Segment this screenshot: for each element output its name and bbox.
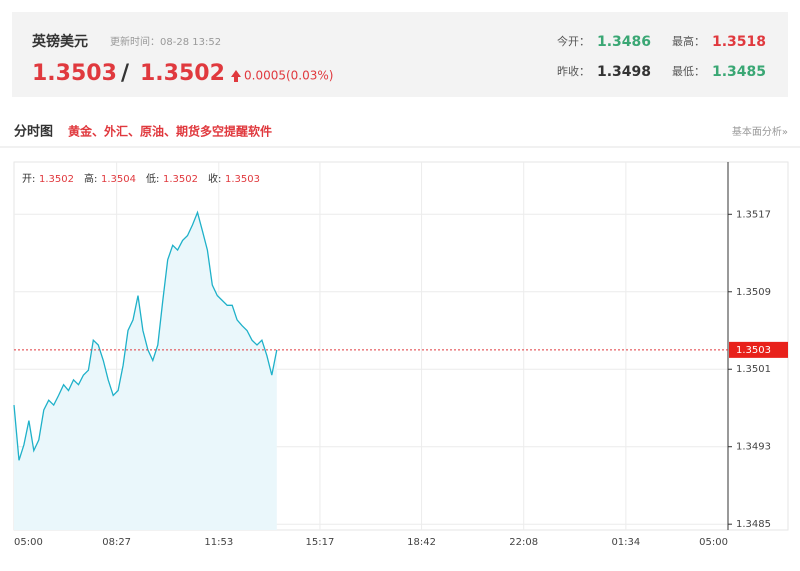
last-price-label: 1.3503	[736, 345, 771, 356]
ohlc-value: 1.3502	[163, 174, 198, 185]
area	[14, 212, 277, 530]
price-line	[13, 210, 278, 461]
price-separator: /	[121, 61, 130, 86]
x-tick-label: 01:34	[611, 537, 640, 548]
ohlc-label: 收:	[208, 172, 221, 185]
x-tick-label: 15:17	[306, 537, 335, 548]
update-time: 更新时间：08-28 13:52	[110, 35, 221, 48]
promo-link[interactable]: 黄金、外汇、原油、期货多空提醒软件	[68, 124, 272, 139]
symbol-name: 英镑美元	[31, 33, 88, 50]
ohlc-label: 高:	[84, 172, 97, 185]
x-tick-label: 05:00	[14, 537, 43, 548]
price-change: 0.0005(0.03%)	[244, 69, 333, 83]
y-tick-label: 1.3517	[736, 209, 771, 220]
price: 1.3503	[32, 61, 117, 86]
x-tick-label: 18:42	[407, 537, 436, 548]
up-arrow	[231, 70, 241, 82]
stat-label: 昨收：	[557, 64, 590, 78]
stat-value: 1.3498	[597, 64, 651, 80]
stat-label: 最高：	[672, 34, 705, 48]
ohlc-value: 1.3503	[225, 174, 260, 185]
ohlc-value: 1.3504	[101, 174, 136, 185]
y-tick-label: 1.3485	[736, 519, 771, 530]
price2: 1.3502	[140, 61, 225, 86]
x-tick-label: 11:53	[204, 537, 233, 548]
stat-label: 今开：	[557, 34, 590, 48]
quote-panel	[12, 12, 788, 97]
stat-value: 1.3518	[712, 34, 766, 50]
ohlc-label: 开:	[22, 174, 35, 185]
section-title: 分时图	[14, 124, 53, 140]
stat-value: 1.3485	[712, 64, 766, 80]
x-tick-label: 08:27	[102, 537, 131, 548]
y-tick-label: 1.3501	[736, 364, 771, 375]
last-price-tag	[729, 341, 788, 358]
ohlc-label: 低:	[146, 172, 159, 185]
stat-label: 最低：	[672, 65, 705, 78]
y-tick-label: 1.3493	[736, 442, 771, 453]
chart: 05:00 08:27 11:53 15:17 18:42 22:08 01:34 05:00…	[13, 162, 788, 548]
ohlc-value: 1.3502	[39, 174, 74, 185]
analysis-link[interactable]: 基本面分析»	[732, 125, 788, 138]
y-tick-label: 1.3509	[736, 287, 771, 298]
x-tick-label: 05:00	[699, 537, 728, 548]
x-tick-label: 22:08	[509, 537, 538, 548]
stat-value: 1.3486	[597, 34, 651, 50]
